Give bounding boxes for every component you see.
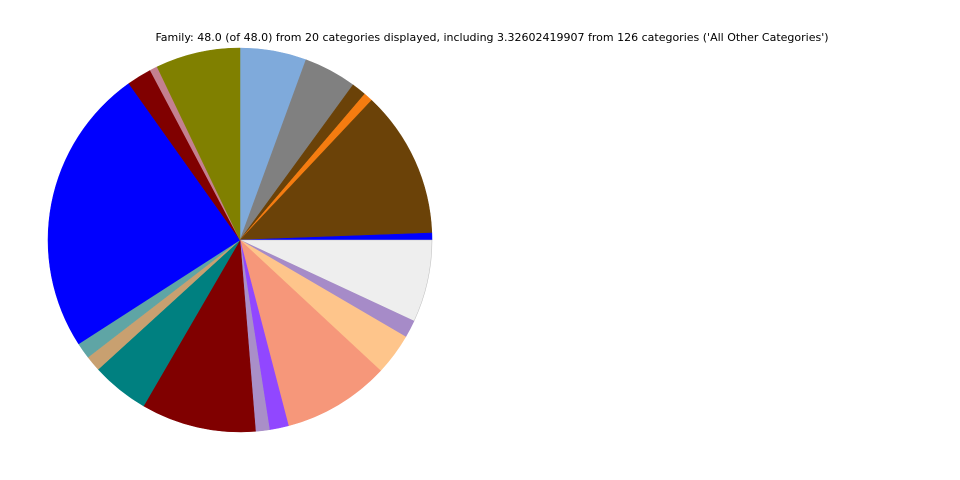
- pie-slice: [239, 239, 382, 427]
- pie-slice: [143, 239, 256, 433]
- pie-slice: [156, 47, 241, 241]
- pie-slice: [47, 83, 241, 345]
- chart-title: Family: 48.0 (of 48.0) from 20 categorie…: [155, 31, 828, 44]
- pie-slice: [239, 99, 433, 241]
